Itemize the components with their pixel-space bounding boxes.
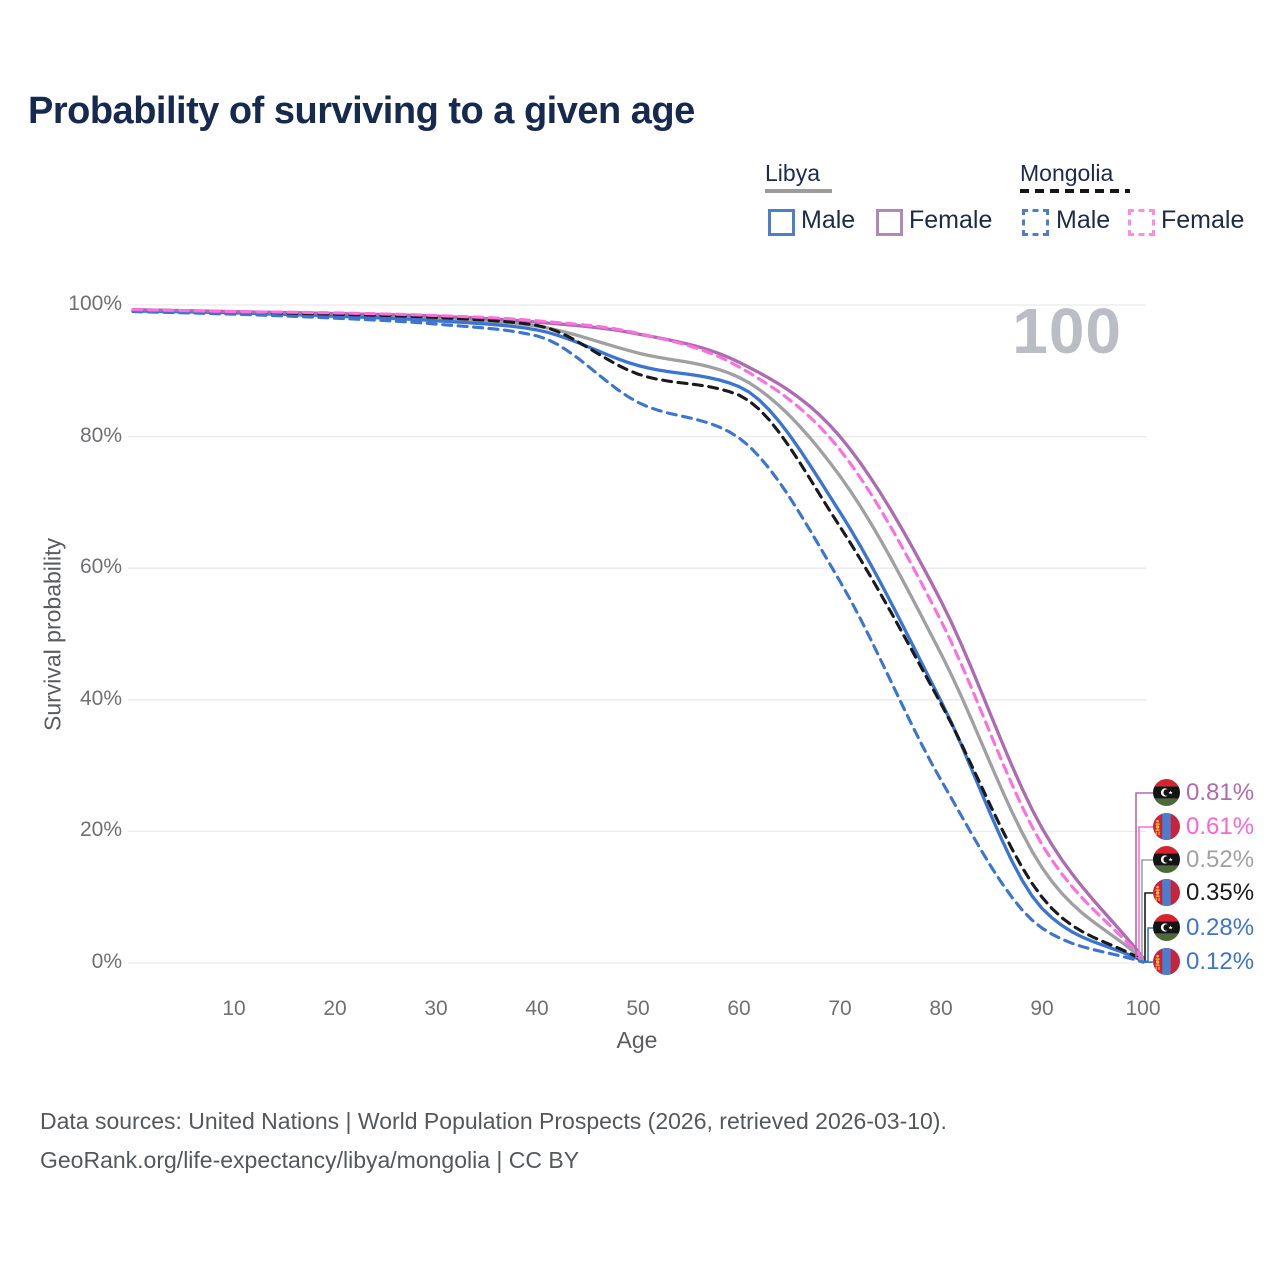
legend-label-libya-male[interactable]: Male xyxy=(801,206,856,234)
libya-flag-icon xyxy=(1153,779,1180,806)
end-value-mongolia-male: 0.12% xyxy=(1186,948,1255,975)
data-sources-line: Data sources: United Nations | World Pop… xyxy=(40,1108,947,1134)
y-tick-label-100%: 100% xyxy=(68,292,122,315)
legend-swatch-libya-male[interactable] xyxy=(768,209,795,236)
x-tick-label-40: 40 xyxy=(525,997,549,1020)
age-counter-watermark: 100 xyxy=(1012,295,1122,367)
legend-underline-mongolia-dashed xyxy=(1020,189,1130,193)
curve-libya-male[interactable] xyxy=(131,309,1145,963)
legend-swatch-mongolia-male[interactable] xyxy=(1022,209,1049,236)
libya-flag-icon xyxy=(1153,846,1180,873)
x-tick-label-30: 30 xyxy=(424,997,448,1020)
libya-flag-icon xyxy=(1153,914,1180,941)
y-tick-label-0%: 0% xyxy=(91,950,122,973)
end-value-libya-male: 0.28% xyxy=(1186,914,1255,941)
curve-mongolia-male[interactable] xyxy=(131,310,1145,964)
x-tick-label-100: 100 xyxy=(1125,997,1161,1020)
y-tick-label-40%: 40% xyxy=(79,686,122,710)
mongolia-flag-icon xyxy=(1153,813,1180,840)
x-axis-title: Age xyxy=(616,1027,658,1053)
curve-mongolia-female[interactable] xyxy=(131,308,1145,961)
end-value-mongolia-female: 0.61% xyxy=(1186,813,1255,840)
curve-mongolia-both[interactable] xyxy=(131,308,1145,963)
x-tick-label-90: 90 xyxy=(1030,997,1054,1020)
y-tick-label-80%: 80% xyxy=(79,423,122,447)
x-tick-label-70: 70 xyxy=(828,997,852,1020)
curve-libya-female[interactable] xyxy=(131,307,1145,960)
legend-swatch-libya-female[interactable] xyxy=(876,209,903,236)
end-value-mongolia-both: 0.35% xyxy=(1186,879,1255,906)
mongolia-flag-icon xyxy=(1153,879,1180,906)
end-label-connector-libya-both xyxy=(1141,859,1153,961)
page-title: Probability of surviving to a given age xyxy=(28,90,695,132)
x-tick-label-80: 80 xyxy=(929,997,953,1020)
end-value-libya-female: 0.81% xyxy=(1186,779,1255,806)
y-tick-label-60%: 60% xyxy=(79,555,122,579)
legend-label-libya-female[interactable]: Female xyxy=(909,206,993,234)
y-axis-title: Survival probability xyxy=(39,537,66,732)
legend-country-libya: Libya xyxy=(765,160,820,186)
legend-label-mongolia-male[interactable]: Male xyxy=(1056,206,1111,234)
mongolia-flag-icon xyxy=(1153,948,1180,975)
end-label-connector-libya-female xyxy=(1135,792,1153,959)
end-value-libya-both: 0.52% xyxy=(1186,846,1255,873)
legend-label-mongolia-female[interactable]: Female xyxy=(1161,206,1245,234)
x-tick-label-50: 50 xyxy=(626,997,650,1020)
attribution-line: GeoRank.org/life-expectancy/libya/mongol… xyxy=(40,1147,580,1173)
x-tick-label-20: 20 xyxy=(323,997,347,1020)
y-tick-label-20%: 20% xyxy=(79,818,122,842)
curve-libya-both[interactable] xyxy=(131,308,1145,962)
legend-swatch-mongolia-female[interactable] xyxy=(1128,209,1155,236)
x-tick-label-60: 60 xyxy=(727,997,751,1020)
legend-country-mongolia: Mongolia xyxy=(1020,160,1114,186)
x-tick-label-10: 10 xyxy=(222,997,246,1020)
end-label-connector-libya-male xyxy=(1144,927,1153,962)
legend-underline-libya-solid xyxy=(765,189,832,193)
